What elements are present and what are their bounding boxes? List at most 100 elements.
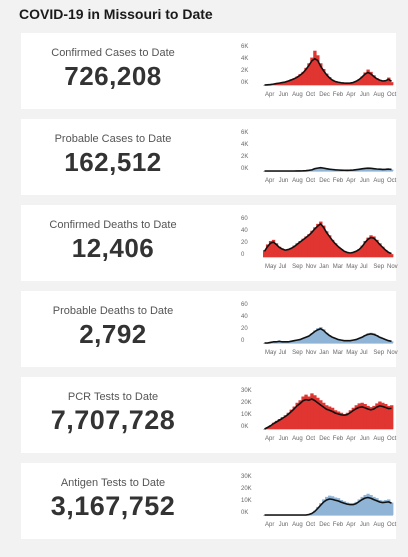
data-bar	[390, 502, 394, 515]
data-bar	[328, 335, 332, 343]
x-tick-label: Oct	[387, 92, 397, 98]
data-bar	[360, 168, 364, 171]
data-bar	[372, 496, 376, 516]
x-tick-label: Jun	[279, 178, 289, 184]
data-bar	[345, 252, 350, 257]
data-bar	[339, 249, 344, 257]
data-bar	[295, 243, 299, 257]
data-bar	[363, 335, 367, 343]
x-tick-label: Nov	[306, 264, 317, 270]
data-bar	[378, 169, 382, 171]
x-tick-label: Oct	[306, 92, 316, 98]
x-tick-label: Apr	[265, 92, 274, 98]
data-bar	[319, 221, 323, 257]
x-tick-label: Oct	[387, 522, 397, 528]
x-tick-label: May	[265, 350, 276, 356]
data-bar	[366, 333, 370, 343]
panel-antigen-tests: Antigen Tests to Date 3,167,752 30K 20K 10…	[21, 463, 397, 539]
x-tick-label: Feb	[333, 178, 344, 184]
y-tick-label: 0K	[241, 80, 248, 86]
y-tick-label: 0K	[241, 510, 248, 516]
y-tick-label: 10K	[241, 498, 252, 504]
y-tick-label: 20	[241, 240, 248, 246]
data-bar	[277, 419, 282, 429]
data-bar	[316, 328, 320, 343]
page-title: COVID-19 in Missouri to Date	[19, 6, 213, 22]
x-tick-label: Aug	[292, 92, 303, 98]
y-tick-label: 40	[241, 228, 248, 234]
x-tick-label: Sep	[292, 350, 303, 356]
data-bar	[390, 341, 394, 343]
data-bar	[286, 249, 290, 257]
average-line	[264, 166, 392, 172]
data-bar	[301, 338, 305, 343]
data-bar	[390, 169, 394, 171]
data-bar	[292, 245, 296, 257]
panel-probable-deaths: Probable Deaths to Date 2,792 60 40 20 0 May…	[21, 291, 398, 367]
data-bar	[390, 254, 394, 257]
data-bar	[295, 76, 299, 85]
x-tick-label: May	[346, 350, 357, 356]
y-tick-label: 0K	[241, 166, 248, 172]
x-tick-label: Aug	[373, 178, 384, 184]
data-bar	[366, 405, 370, 430]
data-bar	[363, 495, 367, 515]
data-bar	[342, 414, 347, 429]
data-bar	[286, 412, 290, 429]
data-bar	[381, 338, 385, 343]
data-bar	[360, 245, 364, 257]
data-bar	[283, 81, 288, 85]
metric-label: Probable Cases to Date	[54, 133, 172, 145]
data-bar	[307, 63, 311, 85]
data-bar	[348, 410, 353, 429]
y-tick-label: 4K	[241, 56, 248, 62]
metric-label: Antigen Tests to Date	[60, 477, 166, 489]
data-bar	[372, 333, 376, 343]
data-bar	[363, 168, 367, 171]
x-tick-label: Dec	[319, 436, 330, 442]
data-bar	[384, 404, 388, 429]
data-bar	[280, 248, 285, 257]
data-bar	[322, 69, 326, 85]
data-bar	[292, 406, 296, 429]
data-bar	[339, 500, 344, 515]
data-bar	[330, 496, 335, 515]
x-tick-label: Sep	[373, 264, 384, 270]
data-bar	[354, 251, 358, 257]
y-tick-label: 2K	[241, 154, 248, 160]
data-bar	[351, 503, 355, 516]
data-bar	[387, 405, 391, 430]
data-bar	[277, 341, 282, 343]
data-bar	[265, 244, 270, 257]
data-bar	[298, 241, 302, 257]
data-bar	[336, 246, 341, 257]
y-tick-label: 0	[241, 252, 245, 258]
panel-pcr-tests: PCR Tests to Date 7,707,728 30K 20K 10K 0K A…	[21, 377, 397, 453]
data-bar	[310, 230, 314, 257]
data-bar	[289, 409, 293, 430]
data-bar	[339, 412, 344, 429]
x-tick-label: Oct	[306, 178, 316, 184]
metric-value: 2,792	[79, 319, 147, 349]
metric-value: 7,707,728	[50, 405, 176, 435]
data-bar	[280, 417, 285, 430]
y-tick-label: 40	[241, 314, 248, 320]
x-tick-label: Dec	[319, 92, 330, 98]
x-tick-label: Aug	[292, 178, 303, 184]
data-bar	[384, 80, 388, 85]
data-bar	[387, 340, 391, 343]
data-bar	[328, 77, 332, 85]
data-bar	[333, 497, 338, 515]
data-bar	[304, 67, 308, 85]
data-bar	[369, 235, 373, 257]
metric-value: 726,208	[64, 61, 162, 91]
data-bar	[298, 74, 302, 85]
x-tick-label: Jul	[360, 350, 368, 356]
x-tick-label: Apr	[346, 436, 355, 442]
